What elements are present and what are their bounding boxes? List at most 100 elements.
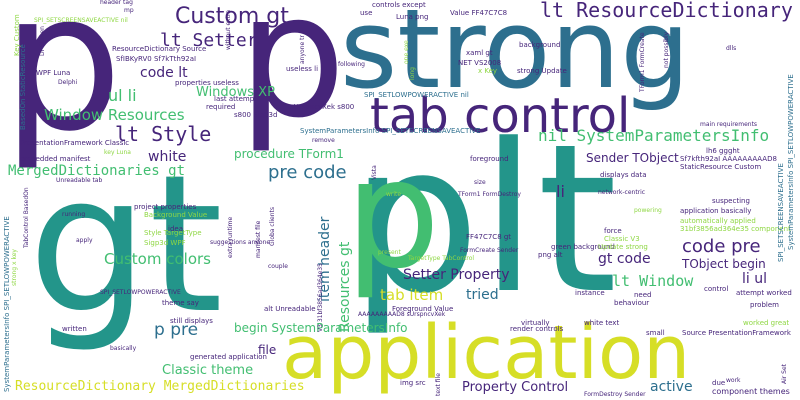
word-write: write xyxy=(386,191,402,198)
word-active: active xyxy=(650,379,693,395)
word-foreground: foreground xyxy=(470,155,509,163)
word-attempt-worked: attempt worked xyxy=(736,289,792,297)
word-net-vs2008: NET VS2008 xyxy=(458,59,502,67)
word-ul-li: ul li xyxy=(108,86,137,105)
word-targettype-tabcontrol: TargetType TabControl xyxy=(408,255,475,262)
word-setter-property: Setter Property xyxy=(403,267,510,283)
word-automatically-applied: automatically applied xyxy=(680,217,756,225)
word-x-key: x Key xyxy=(478,67,498,75)
word-basically: basically xyxy=(110,345,137,352)
word-code-pre: code pre xyxy=(682,236,761,257)
word-size: size xyxy=(474,179,486,186)
word-tobject-begin: TObject begin xyxy=(682,257,766,271)
word-p: p xyxy=(2,0,123,173)
word-work: work xyxy=(726,377,741,384)
word-generated-application: generated application xyxy=(190,353,267,361)
word-green-background: green background xyxy=(551,243,615,251)
word-control: control xyxy=(704,285,729,293)
word-p-center: p xyxy=(238,0,346,156)
word-application-basically: application basically xyxy=(680,207,752,215)
word-virtually: virtually xyxy=(521,319,550,327)
word-worked-great: worked great xyxy=(743,319,790,327)
word-resourcedictionary-mergeddictionaries: ResourceDictionary MergedDictionaries xyxy=(15,379,305,394)
word-systemparametersinfo-right: SystemParametersInfo SPI_SETLOWPOWERACTI… xyxy=(787,74,795,250)
word-mergeddictionaries-gt: MergedDictionaries gt xyxy=(8,163,186,179)
word-gt-code: gt code xyxy=(598,251,651,267)
word-suggestions-anyone: suggestions anyone xyxy=(210,239,271,246)
word-begin-systemparametersinfo: begin SystemParametersInfo xyxy=(234,321,408,335)
word-tab-item: tab item xyxy=(380,286,444,304)
word-dr-steven: Dr Steven xyxy=(39,26,46,56)
word-white: white xyxy=(148,149,187,165)
word-custom-colors: Custom colors xyxy=(104,250,211,268)
word-mp: mp xyxy=(124,7,134,14)
word-v3-31bf3856ad364e35: V3 31bf3856ad364e35 xyxy=(317,263,324,332)
word-strong-x-key-left: strong x key xyxy=(11,249,18,286)
word-component-id: 31bf3856ad364e35 component xyxy=(680,225,791,233)
word-apply: apply xyxy=(76,237,93,244)
word-still-displays: still displays xyxy=(170,317,213,325)
word-without-extra: without extra xyxy=(225,9,232,50)
word-resources-gt: Resources gt xyxy=(337,241,353,332)
word-tform1-formcreate: TForm1 FormCreate xyxy=(639,32,646,92)
word-not-possibly: not possibly xyxy=(663,31,670,68)
word-lt-style: lt Style xyxy=(115,122,212,146)
word-p-green: p xyxy=(345,128,441,302)
word-last-attempt: last attempt xyxy=(214,95,257,103)
word-written: written xyxy=(62,325,87,333)
word-application: application xyxy=(282,310,691,396)
word-wpf-luna: WPF Luna xyxy=(36,69,71,77)
word-background: background xyxy=(519,41,561,49)
word-air-set: Air Set xyxy=(781,364,788,384)
word-anyone-tr: anyone tr xyxy=(299,35,306,64)
word-spi-setlowpower-left: SPI_SETLOWPOWERACTIVE xyxy=(100,289,181,296)
word-classic-v3: Classic V3 xyxy=(604,235,640,243)
word-delphi: Delphi xyxy=(58,79,78,86)
word-problem: problem xyxy=(750,301,779,309)
word-p-pre: p pre xyxy=(154,320,199,340)
word-sender-tobject: Sender TObject xyxy=(586,151,679,165)
word-classic-theme: Classic theme xyxy=(162,363,254,378)
word-presentationframework-classic: PresentationFramework Classic xyxy=(20,139,130,147)
word-idea: idea xyxy=(168,225,183,233)
word-tried: tried xyxy=(466,287,499,303)
word-li: li xyxy=(556,182,565,201)
word-force: force xyxy=(604,227,622,235)
word-project-properties: project properties xyxy=(134,203,197,211)
word-luna-png: Luna png xyxy=(396,13,429,21)
word-lt-window: lt Window xyxy=(612,272,694,290)
word-controls-except: controls except xyxy=(372,1,426,9)
word-dlls: dlls xyxy=(726,45,737,52)
word-long: long xyxy=(409,67,416,80)
word-present: present xyxy=(378,249,401,256)
word-useless-li: useless li xyxy=(286,65,319,73)
word-network-centric: network-centric xyxy=(598,189,646,196)
word-key-luna: key Luna xyxy=(104,149,131,156)
word-aaaaaaaad8-surspncvxek: AAAAAAAAAD8 sUrspncvXek xyxy=(358,311,446,318)
word-vista: Vista xyxy=(371,165,378,180)
word-code-lt: code lt xyxy=(140,65,188,81)
word-unreadable-tab: Unreadable tab xyxy=(56,177,103,184)
word-img-src: img src xyxy=(400,379,426,387)
word-xaml-gt: xaml gt xyxy=(466,49,493,57)
word-header-tag: header tag xyxy=(100,0,133,6)
word-windows-text: text file xyxy=(435,373,442,396)
word-staticresource-custom: StaticResource Custom xyxy=(680,163,762,171)
word-tab-control: tab control xyxy=(370,88,631,144)
word-pre-code: pre code xyxy=(268,162,347,183)
word-sfibkyrv0: SfIBKyRV0 Sf7kTth92aI xyxy=(116,55,197,63)
word-manifest-file: manifest file xyxy=(255,220,262,258)
word-lt-resourcedictionary: lt ResourceDictionary xyxy=(540,0,793,22)
word-procedure-tform1: procedure TForm1 xyxy=(234,147,344,161)
word-window-resources: Window Resources xyxy=(44,106,185,124)
word-alt-unreadable: alt Unreadable xyxy=(264,305,316,313)
word-spi-setscreen-top: SPI_SETSCREENSAVEACTIVE nil xyxy=(34,17,128,24)
word-extra-runtime: extra runtime xyxy=(227,216,234,258)
word-suspecting: suspecting xyxy=(712,197,750,205)
word-resourcedictionary-source: ResourceDictionary Source xyxy=(112,45,207,53)
word-custom-gt: Custom gt xyxy=(175,4,289,29)
word-systemparametersinfo-spi: SystemParametersInfo SPI_SETSCREENSAVEAC… xyxy=(300,127,481,135)
word-surspncvxek-s800: sUrspncvXek s800 xyxy=(290,103,355,111)
word-white-text: white text xyxy=(584,319,620,327)
word-running: running xyxy=(62,211,86,218)
